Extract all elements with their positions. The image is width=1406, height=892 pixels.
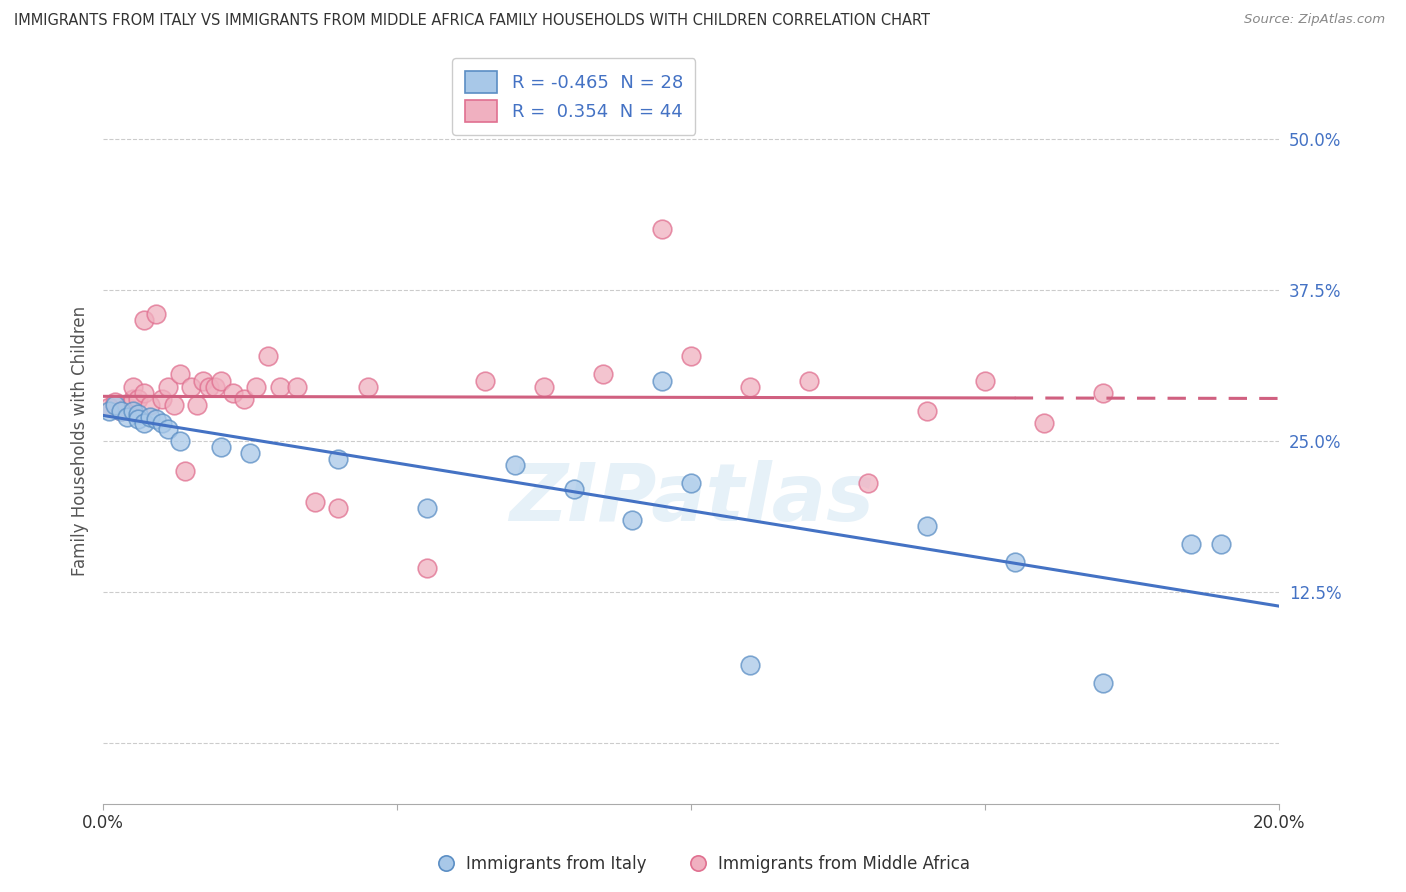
Point [169,368,191,382]
Point [1180,537,1202,551]
Point [104,398,127,412]
Point [1004,555,1026,569]
Point [681,476,703,491]
Point [115,400,138,414]
Point [174,464,197,478]
Text: IMMIGRANTS FROM ITALY VS IMMIGRANTS FROM MIDDLE AFRICA FAMILY HOUSEHOLDS WITH CH: IMMIGRANTS FROM ITALY VS IMMIGRANTS FROM… [14,13,929,29]
Text: ZIPatlas: ZIPatlas [509,460,873,538]
Point [134,416,156,430]
Text: Source: ZipAtlas.com: Source: ZipAtlas.com [1244,13,1385,27]
Point [269,379,291,393]
Legend: Immigrants from Italy, Immigrants from Middle Africa: Immigrants from Italy, Immigrants from M… [429,848,977,880]
Point [915,404,938,418]
Point [740,379,762,393]
Point [121,404,143,418]
Point [1091,676,1114,690]
Point [651,222,673,236]
Point [98,404,121,418]
Point [127,392,149,406]
Point [209,440,232,454]
Point [239,446,262,460]
Point [156,422,179,436]
Point [233,392,256,406]
Point [221,385,243,400]
Point [245,379,267,393]
Point [145,412,167,426]
Point [415,500,437,515]
Point [740,657,762,672]
Point [163,398,186,412]
Point [134,385,156,400]
Y-axis label: Family Households with Children: Family Households with Children [72,306,89,576]
Point [592,368,614,382]
Point [209,374,232,388]
Point [562,483,585,497]
Point [621,513,644,527]
Point [256,349,278,363]
Point [651,374,673,388]
Point [198,379,221,393]
Point [127,408,149,422]
Point [357,379,380,393]
Point [115,409,138,424]
Point [150,392,173,406]
Point [974,374,997,388]
Point [121,379,143,393]
Point [1033,416,1056,430]
Point [204,379,226,393]
Point [186,398,208,412]
Point [156,379,179,393]
Point [110,404,132,418]
Point [180,379,202,393]
Point [139,409,162,424]
Point [169,434,191,448]
Point [328,452,350,467]
Legend: R = -0.465  N = 28, R =  0.354  N = 44: R = -0.465 N = 28, R = 0.354 N = 44 [451,58,696,135]
Point [98,400,121,414]
Point [1091,385,1114,400]
Point [139,398,162,412]
Point [110,404,132,418]
Point [150,416,173,430]
Point [915,518,938,533]
Point [191,374,214,388]
Point [1209,537,1232,551]
Point [856,476,879,491]
Point [474,374,496,388]
Point [415,561,437,575]
Point [304,494,326,508]
Point [797,374,820,388]
Point [104,395,127,409]
Point [285,379,308,393]
Point [134,313,156,327]
Point [533,379,555,393]
Point [127,412,149,426]
Point [145,307,167,321]
Point [503,458,526,473]
Point [121,392,143,406]
Point [328,500,350,515]
Point [681,349,703,363]
